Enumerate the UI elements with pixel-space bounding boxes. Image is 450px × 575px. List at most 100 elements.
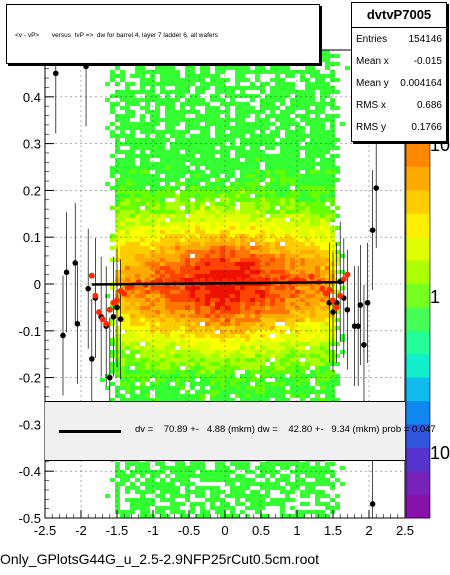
stats-name: dvtvP7005 — [352, 3, 446, 28]
color-scale-segment — [406, 377, 430, 402]
profile-point — [92, 292, 99, 299]
title-box: <v - vP> versus tvP => dw for barrel 4, … — [6, 4, 320, 64]
profile-point — [207, 277, 214, 284]
profile-point — [96, 309, 102, 316]
profile-point — [330, 297, 336, 304]
stat-label: RMS x — [356, 100, 386, 111]
profile-point — [106, 306, 113, 313]
color-scale-segment — [406, 237, 430, 262]
stat-value: 0.686 — [416, 100, 442, 111]
sparse-point — [117, 316, 124, 322]
sparse-point — [114, 304, 120, 311]
stat-value: 0.004164 — [400, 78, 442, 89]
profile-point — [294, 276, 300, 283]
stat-row-rms-x: RMS x 0.686 — [352, 96, 446, 116]
stat-label: Mean y — [356, 78, 389, 89]
x-tick-label: 2.5 — [396, 523, 414, 538]
profile-point — [319, 285, 326, 292]
color-scale-segment — [406, 213, 430, 238]
y-tick-label: -0.1 — [19, 324, 41, 339]
profile-point — [258, 276, 264, 283]
y-tick-label: -0.5 — [19, 511, 41, 526]
y-tick-label: -0.3 — [19, 417, 41, 432]
fit-line — [91, 280, 344, 286]
profile-point — [279, 274, 286, 281]
sparse-point — [369, 501, 376, 507]
sparse-point — [357, 302, 364, 308]
y-tick-label: -0.4 — [19, 464, 41, 479]
stat-row-mean-y: Mean y 0.004164 — [352, 74, 446, 94]
sparse-point — [369, 227, 376, 233]
y-tick-label: 0.3 — [23, 137, 41, 152]
color-scale-segment — [406, 447, 430, 472]
color-scale-label: 1 — [430, 287, 440, 307]
profile-point — [236, 276, 243, 283]
color-scale-label: 10 — [430, 443, 450, 463]
color-scale-segment — [406, 471, 430, 496]
color-scale-segment — [406, 354, 430, 379]
sparse-point — [74, 320, 81, 327]
sparse-point — [63, 269, 70, 276]
y-tick-label: 0.4 — [23, 90, 41, 105]
sparse-point — [110, 313, 117, 320]
sparse-point — [85, 285, 91, 292]
stats-box: dvtvP7005 Entries 154146 Mean x -0.015 M… — [351, 2, 447, 142]
sparse-point — [60, 332, 66, 339]
x-tick-label: -1.5 — [106, 523, 128, 538]
color-scale-segment — [406, 330, 430, 355]
profile-point — [326, 286, 333, 293]
stat-value: 0.1766 — [411, 122, 442, 133]
color-scale-segment — [406, 424, 430, 449]
fit-line-sample — [59, 430, 121, 433]
fit-legend: dv = 70.89 +- 4.88 (mkm) dw = 42.80 +- 9… — [45, 401, 436, 461]
y-tick-label: 0.2 — [23, 183, 41, 198]
sparse-point — [344, 306, 351, 313]
x-tick-label: 2 — [365, 523, 372, 538]
profile-point — [333, 304, 340, 311]
plot-title: <v - vP> versus tvP => dw for barrel 4, … — [15, 32, 218, 39]
x-tick-label: 0.5 — [252, 523, 270, 538]
sparse-point — [364, 299, 371, 306]
color-scale-segment — [406, 143, 430, 168]
stat-row-entries: Entries 154146 — [352, 30, 446, 50]
x-tick-label: 1.5 — [324, 523, 342, 538]
color-scale-segment — [406, 190, 430, 215]
x-tick-label: -1 — [147, 523, 159, 538]
color-scale-segment — [406, 167, 430, 191]
y-tick-label: -0.2 — [19, 371, 41, 386]
stat-label: Mean x — [356, 56, 389, 67]
y-tick-label: 0 — [34, 277, 41, 292]
profile-point — [337, 292, 344, 299]
sparse-point — [53, 70, 59, 77]
file-name-footer: Only_GPlotsG44G_u_2.5-2.9NFP25rCut0.5cm.… — [0, 551, 320, 567]
fit-result-text: dv = 70.89 +- 4.88 (mkm) dw = 42.80 +- 9… — [135, 424, 436, 435]
color-scale-segment — [406, 307, 430, 332]
y-tick-label: 0.1 — [23, 230, 41, 245]
profile-point — [88, 272, 95, 279]
stat-value: -0.015 — [413, 56, 442, 67]
x-tick-label: -2.5 — [34, 523, 56, 538]
stat-label: Entries — [356, 34, 388, 45]
color-scale-segment — [406, 260, 430, 285]
sparse-point — [373, 185, 380, 191]
x-tick-label: 1 — [293, 523, 300, 538]
stat-row-mean-x: Mean x -0.015 — [352, 52, 446, 72]
sparse-point — [72, 260, 79, 266]
profile-point — [308, 273, 315, 280]
stat-value: 154146 — [408, 34, 442, 45]
stat-row-rms-y: RMS y 0.1766 — [352, 118, 446, 138]
sparse-point — [83, 63, 89, 70]
color-scale-segment — [406, 494, 430, 519]
profile-point — [340, 276, 347, 283]
x-tick-label: 0 — [221, 523, 228, 538]
color-scale-segment — [406, 284, 430, 308]
sparse-point — [361, 342, 367, 348]
sparse-point — [107, 374, 113, 381]
profile-point — [344, 271, 351, 278]
x-tick-label: -2 — [75, 523, 87, 538]
sparse-point — [89, 356, 95, 362]
x-tick-label: -0.5 — [178, 523, 200, 538]
profile-point — [99, 316, 106, 323]
sparse-point — [355, 323, 362, 329]
color-scale-segment — [406, 401, 430, 425]
